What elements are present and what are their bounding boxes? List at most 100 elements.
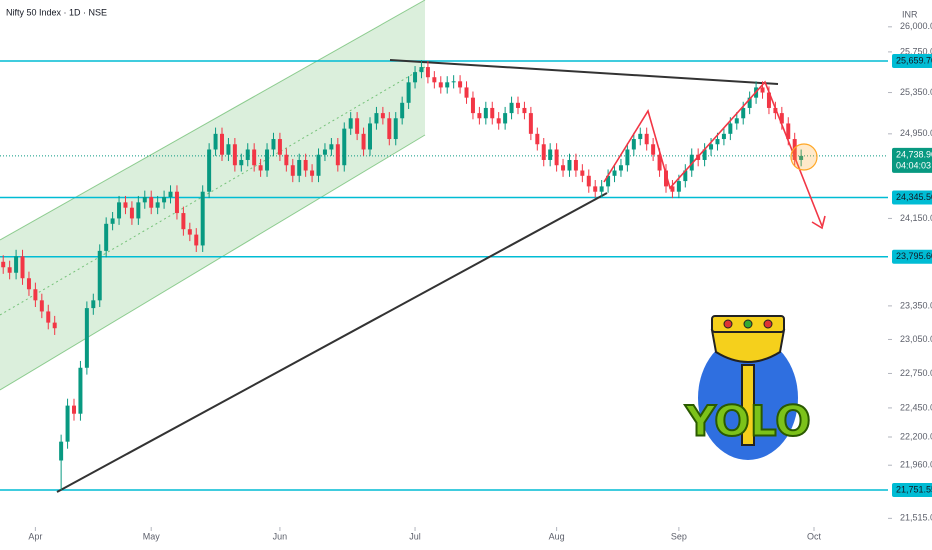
candle-body bbox=[779, 113, 784, 124]
candle-body bbox=[91, 300, 96, 309]
x-tick-label: Sep bbox=[671, 531, 687, 541]
candle-body bbox=[618, 165, 623, 171]
y-tick-label: 21,515.00 bbox=[900, 513, 932, 523]
candle-body bbox=[458, 81, 463, 88]
candle-body bbox=[657, 154, 662, 171]
candle-body bbox=[496, 118, 501, 124]
x-tick-label: May bbox=[143, 531, 161, 541]
candle-body bbox=[59, 441, 64, 461]
candle-body bbox=[747, 97, 752, 108]
logo-gem bbox=[743, 319, 753, 329]
candle-body bbox=[200, 191, 205, 246]
candle-body bbox=[734, 118, 739, 124]
candle-body bbox=[541, 144, 546, 160]
channel-mid bbox=[0, 66, 426, 316]
y-tick-label: 24,150.00 bbox=[900, 213, 932, 223]
candle-body bbox=[65, 405, 70, 442]
candle-body bbox=[503, 113, 508, 124]
candle-body bbox=[368, 123, 372, 150]
countdown: 04:04:03 bbox=[896, 160, 931, 170]
candle-body bbox=[239, 159, 244, 166]
logo-text: YOLO bbox=[684, 397, 811, 446]
candle-body bbox=[72, 405, 76, 414]
candle-body bbox=[477, 113, 482, 119]
candle-body bbox=[20, 256, 25, 279]
candle-body bbox=[599, 186, 604, 192]
candle-body bbox=[393, 118, 398, 140]
candle-body bbox=[522, 107, 527, 114]
candle-body bbox=[766, 92, 771, 108]
channel-fill bbox=[0, 0, 425, 390]
currency-label: INR bbox=[902, 9, 918, 19]
price-line-tag bbox=[892, 249, 932, 264]
candle-body bbox=[374, 113, 379, 124]
candle-body bbox=[509, 102, 514, 114]
candle-body bbox=[715, 139, 720, 145]
candle-body bbox=[335, 144, 340, 166]
candle-body bbox=[329, 144, 334, 150]
candle-body bbox=[181, 213, 186, 230]
candle-body bbox=[14, 256, 19, 273]
candle-body bbox=[303, 159, 308, 171]
candle-body bbox=[355, 118, 360, 134]
candle-body bbox=[773, 107, 778, 114]
candle-body bbox=[670, 186, 675, 192]
y-tick-label: 23,050.00 bbox=[900, 334, 932, 344]
candle-body bbox=[129, 207, 134, 219]
chart-title: Nifty 50 Index · 1D · NSE bbox=[6, 7, 107, 17]
candle-body bbox=[490, 107, 495, 119]
candle-body bbox=[7, 267, 12, 273]
candle-body bbox=[265, 149, 270, 171]
x-tick-label: Apr bbox=[28, 531, 42, 541]
candle-body bbox=[162, 197, 167, 203]
candle-body bbox=[39, 300, 44, 312]
logo-stem bbox=[741, 364, 755, 446]
candle-body bbox=[123, 202, 128, 208]
y-tick-label: 25,350.00 bbox=[900, 87, 932, 97]
candle-body bbox=[535, 133, 540, 145]
candle-body bbox=[554, 149, 559, 166]
candle-body bbox=[220, 133, 224, 155]
candle-body bbox=[104, 223, 109, 251]
candle-body bbox=[387, 118, 392, 140]
candle-body bbox=[271, 139, 276, 150]
candle-body bbox=[419, 67, 424, 73]
candle-body bbox=[213, 133, 218, 150]
y-tick-label: 22,450.00 bbox=[900, 402, 932, 412]
candle-body bbox=[406, 82, 411, 103]
candle-body bbox=[470, 97, 475, 114]
candle-body bbox=[760, 87, 765, 93]
logo-gem bbox=[763, 319, 773, 329]
candle-body bbox=[676, 181, 681, 192]
price-line-label: 23,795.60 bbox=[896, 251, 932, 261]
candle-body bbox=[702, 149, 707, 160]
candle-body bbox=[721, 133, 726, 140]
x-tick-label: Aug bbox=[549, 531, 565, 541]
candle-body bbox=[136, 202, 141, 219]
candle-body bbox=[483, 107, 488, 119]
candle-body bbox=[245, 149, 250, 160]
candle-body bbox=[664, 170, 668, 187]
projection-arrowhead bbox=[811, 215, 826, 230]
candle-body bbox=[573, 159, 578, 171]
candle-body bbox=[174, 191, 179, 214]
candle-body bbox=[361, 133, 366, 150]
y-tick-label: 24,950.00 bbox=[900, 128, 932, 138]
candle-body bbox=[548, 149, 553, 160]
last-price-tag bbox=[892, 147, 932, 173]
candle-body bbox=[631, 139, 636, 150]
y-tick-label: 26,000.00 bbox=[900, 21, 932, 31]
candle-body bbox=[46, 311, 51, 323]
candle-body bbox=[516, 102, 520, 108]
resistance-trendline bbox=[389, 59, 779, 85]
candle-body bbox=[586, 175, 591, 187]
candle-body bbox=[593, 186, 598, 192]
candle-body bbox=[561, 165, 566, 171]
candle-body bbox=[425, 67, 430, 78]
projection-path bbox=[603, 80, 823, 227]
candle-body bbox=[438, 82, 443, 88]
x-tick-label: Oct bbox=[807, 531, 822, 541]
candle-body bbox=[155, 202, 160, 208]
channel-upper bbox=[0, 0, 426, 241]
